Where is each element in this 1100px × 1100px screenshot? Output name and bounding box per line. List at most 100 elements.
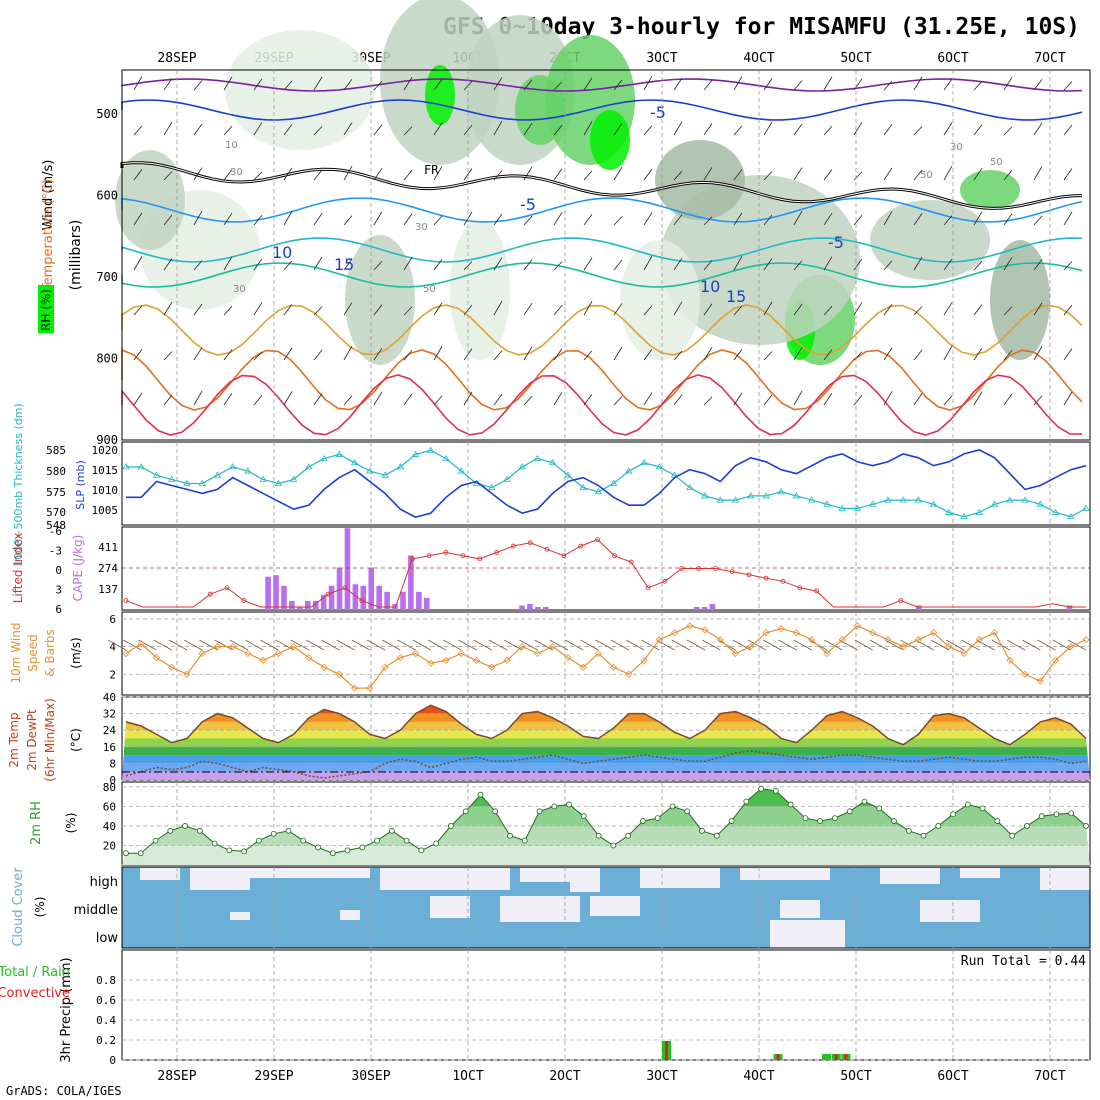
wind-speed-point (594, 649, 602, 658)
wind-barb (1033, 79, 1043, 91)
rh-point (418, 847, 425, 854)
wind-barb (943, 302, 953, 316)
thickness-point (564, 471, 572, 478)
rh-point (743, 798, 750, 805)
wind-barb (583, 214, 593, 226)
wind-barb (283, 167, 293, 181)
wind-barb (283, 304, 293, 316)
rh-point (137, 850, 144, 857)
wind-speed-point (1036, 677, 1044, 685)
rh-label: 30 (415, 222, 428, 233)
wind-barb-10m (382, 639, 401, 651)
wind-barb (403, 170, 413, 181)
thickness-line (126, 449, 1087, 518)
lifted-index-point (780, 578, 786, 584)
wind-barb-10m (1037, 639, 1056, 651)
temp-tick-label: 8 (109, 757, 116, 770)
wind-barb (193, 303, 203, 316)
thickness-point (533, 454, 542, 461)
lifted-index-point (224, 585, 230, 591)
wind-speed-point (899, 643, 907, 651)
rh-point (669, 803, 676, 810)
thickness-point (488, 483, 496, 491)
wind-barb (403, 350, 413, 361)
wind-barb (133, 349, 143, 361)
wind-speed-point (930, 629, 938, 637)
rh-point (832, 815, 838, 822)
wind-speed-point (229, 643, 237, 651)
lifted-tick-label: 6 (55, 603, 62, 616)
wind-barb (763, 351, 773, 361)
rh-point (979, 805, 986, 812)
wind-barb (1063, 348, 1073, 361)
wind-barb (133, 76, 143, 91)
wind-barb-10m (641, 639, 660, 651)
wind-barb-10m (1022, 639, 1041, 651)
temperature-contour (121, 99, 1083, 121)
bottom-date-label: 28SEP (157, 1069, 196, 1084)
wind-barb (223, 392, 233, 406)
wind-barb (1033, 302, 1043, 316)
cloud-clear-patch (960, 868, 1000, 878)
wind-speed-point (457, 649, 465, 658)
wind-barb (313, 76, 323, 91)
precip-convective-legend: Convective (0, 986, 70, 1001)
rh-point (285, 827, 292, 834)
wind-barb-10m (214, 639, 233, 651)
thickness-point (1067, 512, 1075, 520)
rh-point (152, 837, 159, 844)
wind-barb (193, 390, 203, 406)
wind-barb (223, 125, 233, 136)
wind-speed-line (125, 625, 1087, 689)
wind-barb (643, 392, 653, 406)
wind-barb (763, 258, 773, 271)
cape-bar (527, 603, 533, 610)
wind-barb (223, 256, 233, 271)
wind-barb (733, 125, 743, 136)
rh-point (315, 844, 321, 851)
rh-unit-label: (%) (64, 813, 78, 834)
cape-bar (328, 585, 335, 610)
cloud-unit-label: (%) (33, 897, 47, 918)
wind-barb (313, 393, 323, 406)
wind-speed-point (579, 663, 587, 671)
wind-barb (823, 256, 833, 271)
cloud-clear-patch (430, 896, 470, 918)
cape-bar (281, 585, 287, 610)
rh-label: 10 (225, 140, 238, 151)
dewpoint-line (125, 750, 1087, 779)
wind-barb (673, 77, 683, 91)
lifted-index-point (426, 553, 432, 559)
cloud-clear-patch (780, 900, 820, 918)
rh-shade (960, 170, 1020, 210)
temp-unit-label: (°C) (69, 728, 83, 752)
wind-barb (553, 81, 563, 91)
wind-barb (433, 166, 443, 181)
wind-speed-point (991, 629, 999, 637)
wind-barb (463, 168, 473, 181)
wind-barb (703, 123, 713, 136)
wind-barb (613, 123, 623, 136)
cape-tick-label: 411 (98, 541, 118, 554)
rh-point (241, 848, 248, 855)
wind-barb-10m (138, 639, 157, 651)
wind-barb (1063, 304, 1073, 316)
rh-label: 30 (233, 284, 246, 295)
bottom-date-axis: 28SEP 29SEP 30SEP 1OCT 2OCT 3OCT 4OCT 5OCT 6OCT 7… (157, 1069, 1065, 1084)
freezing-label: FR (424, 163, 439, 177)
wind-barb (943, 122, 953, 136)
wind-speed-point (549, 643, 557, 651)
rh-point (861, 798, 868, 805)
wind-barb (523, 215, 533, 226)
cape-frame (121, 526, 1091, 611)
wind-barb (673, 394, 683, 406)
rh-point (964, 801, 971, 808)
wind-barb-10m (823, 639, 843, 651)
thickness-point (1036, 500, 1044, 507)
wind-speed-point (213, 643, 221, 651)
thickness-tick-label: 548 (46, 519, 66, 532)
wind-speed-point (838, 636, 846, 644)
rh-point (950, 811, 956, 818)
thickness-point (899, 496, 907, 503)
